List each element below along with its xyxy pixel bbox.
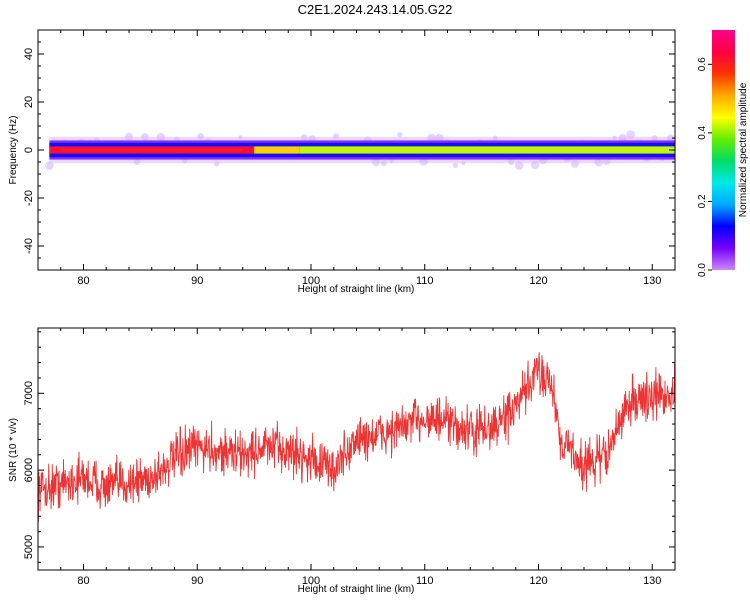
band-speckle (667, 134, 674, 142)
band-speckle (603, 157, 611, 166)
spectrogram-ytick-label: -40 (23, 238, 35, 254)
colorbar-tick-label: 0.0 (697, 263, 708, 277)
band-speckle (197, 132, 205, 140)
spectrogram-ytick-label: 20 (23, 96, 35, 108)
spectrogram-xtick-label: 130 (643, 275, 661, 287)
colorbar: 0.0 0.2 0.4 0.6 Normalized spectral amplitu… (697, 30, 749, 277)
band-speckle (594, 157, 604, 167)
spectrogram-xtick-label: 80 (77, 275, 89, 287)
spectrogram-xtick-label: 110 (416, 275, 434, 287)
snr-xtick-label: 100 (302, 575, 320, 587)
spectrogram-xtick-label: 90 (191, 275, 203, 287)
band-speckle (133, 158, 141, 166)
snr-xtick-label: 120 (529, 575, 547, 587)
colorbar-ramp (712, 30, 735, 270)
colorbar-tick-label: 0.4 (697, 125, 708, 139)
band-speckle (371, 158, 380, 167)
band-speckle (530, 160, 540, 170)
band-speckle (389, 158, 394, 164)
spectral-band (45, 130, 675, 170)
band-speckle (301, 134, 308, 141)
band-speckle (213, 161, 220, 167)
band-speckle (618, 133, 627, 143)
band-speckle (651, 135, 658, 142)
band-speckle (461, 161, 466, 166)
snr-ytick-label: 6000 (23, 458, 35, 482)
band-core-segment (254, 146, 300, 154)
band-speckle (514, 161, 524, 170)
colorbar-tick-label: 0.2 (697, 194, 708, 208)
snr-ylabel: SNR (10 * v/v) (8, 418, 19, 482)
snr-xtick-label: 130 (643, 575, 661, 587)
spectrogram-ytick-label: -20 (23, 190, 35, 206)
snr-panel: 80 90 100 110 120 130 5000 6000 7000 Height of s… (8, 327, 676, 595)
colorbar-label: Normalized spectral amplitude (738, 82, 749, 217)
band-speckle (612, 135, 617, 140)
snr-line (38, 352, 675, 522)
band-core-segment (299, 146, 675, 154)
band-speckle (238, 135, 243, 140)
spectrogram-ytick-label: 40 (23, 48, 35, 60)
spectrogram-ylabel: Frequency (Hz) (8, 116, 19, 185)
band-speckle (124, 132, 134, 141)
band-speckle (492, 135, 498, 141)
snr-ytick-label: 5000 (23, 535, 35, 559)
band-speckle (397, 131, 403, 138)
colorbar-axes: 0.0 0.2 0.4 0.6 (697, 57, 712, 277)
band-speckle (156, 132, 166, 142)
spectrogram-xlabel: Height of straight line (km) (298, 284, 415, 295)
band-speckle (626, 130, 636, 140)
snr-axes: 80 90 100 110 120 130 5000 6000 7000 (23, 328, 676, 587)
band-speckle (333, 133, 340, 140)
snr-xtick-label: 80 (77, 575, 89, 587)
band-speckle (45, 161, 54, 170)
snr-xtick-label: 90 (191, 575, 203, 587)
snr-ytick-label: 7000 (23, 381, 35, 405)
figure-title: C2E1.2024.243.14.05.G22 (298, 2, 453, 17)
band-speckle (452, 162, 459, 168)
spectrogram-xtick-label: 120 (529, 275, 547, 287)
snr-xtick-label: 110 (416, 575, 434, 587)
spectrogram-ytick-label: 0 (23, 147, 35, 153)
snr-xlabel: Height of straight line (km) (298, 584, 415, 595)
band-speckle (507, 158, 515, 166)
spectrogram-axes: 80 90 100 110 120 130 -40 -20 0 20 40 (23, 29, 676, 287)
band-speckle (427, 133, 436, 143)
band-speckle (380, 160, 387, 167)
band-speckle (141, 133, 149, 141)
band-speckle (570, 160, 579, 168)
spectrogram-panel: 80 90 100 110 120 130 -40 -20 0 20 40 Height of st… (8, 29, 676, 295)
colorbar-tick-label: 0.6 (697, 57, 708, 71)
band-peak-line (60, 149, 243, 151)
snr-frame (37, 327, 676, 571)
band-speckle (435, 133, 444, 143)
snr-series (38, 352, 675, 522)
spectrogram-xtick-label: 100 (302, 275, 320, 287)
